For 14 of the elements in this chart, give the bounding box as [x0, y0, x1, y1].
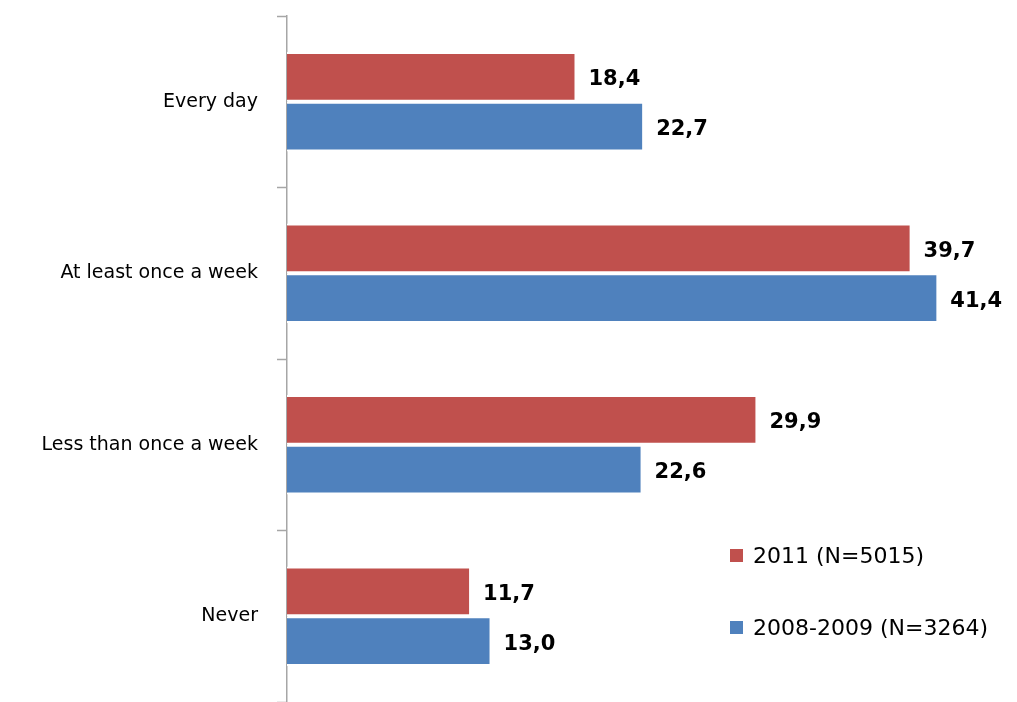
- legend-label: 2008-2009 (N=3264): [753, 614, 988, 640]
- data-label: 18,4: [588, 66, 641, 91]
- y-tick-label: Less than once a week: [41, 431, 258, 454]
- y-tick-label: Never: [201, 603, 259, 626]
- data-label: 22,6: [654, 459, 707, 484]
- data-label: 22,7: [656, 116, 708, 141]
- legend-label: 2011 (N=5015): [753, 542, 925, 568]
- y-tick-label: Every day: [163, 88, 258, 111]
- data-label: 39,7: [923, 237, 976, 262]
- data-label: 41,4: [950, 287, 1003, 312]
- y-tick-label: At least once a week: [60, 260, 258, 283]
- data-label: 29,9: [769, 409, 822, 434]
- data-label: 11,7: [483, 580, 535, 605]
- data-label: 13,0: [503, 630, 556, 655]
